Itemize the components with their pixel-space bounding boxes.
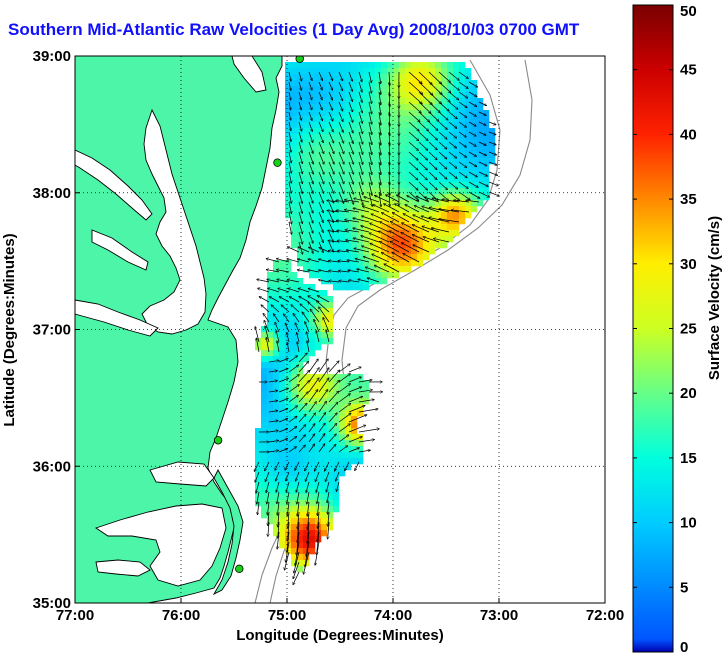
colorbar-tick-label: 30 <box>680 256 697 273</box>
x-tick-label: 74:00 <box>374 607 412 624</box>
x-axis-label: Longitude (Degrees:Minutes) <box>236 627 444 644</box>
colorbar-tick-label: 10 <box>680 515 697 532</box>
colorbar-tick-label: 0 <box>680 639 688 656</box>
x-tick-labels: 77:00 76:00 75:00 74:00 73:00 72:00 <box>56 598 624 624</box>
radar-station-marker <box>235 564 244 574</box>
x-tick-label: 76:00 <box>162 607 200 624</box>
colorbar-tick-label: 50 <box>680 3 697 20</box>
colorbar-tick-label: 40 <box>680 126 697 143</box>
x-tick-label: 77:00 <box>56 607 94 624</box>
radar-stations <box>213 56 304 574</box>
y-tick-label: 37:00 <box>33 322 71 339</box>
colorbar-tick-label: 15 <box>680 450 697 467</box>
y-tick-label: 39:00 <box>33 48 71 65</box>
colorbar-tick-label: 45 <box>680 62 697 79</box>
x-tick-label: 75:00 <box>268 607 306 624</box>
colorbar-tick-label: 20 <box>680 385 697 402</box>
radar-station-marker <box>213 436 223 445</box>
y-tick-label: 38:00 <box>33 185 71 202</box>
y-tick-label: 36:00 <box>33 458 71 475</box>
colorbar-tick-label: 5 <box>680 579 688 596</box>
colorbar <box>632 4 674 653</box>
radar-station-marker <box>295 56 304 63</box>
map-title: Southern Mid-Atlantic Raw Velocities (1 … <box>8 20 580 39</box>
y-tick-label: 35:00 <box>33 595 71 612</box>
y-axis-label: Latitude (Degrees:Minutes) <box>1 233 18 426</box>
colorbar-label: Surface Velocity (cm/s) <box>706 216 723 380</box>
x-tick-label: 72:00 <box>586 607 624 624</box>
colorbar-tick-label: 25 <box>680 321 697 338</box>
radar-station-marker <box>273 158 282 167</box>
y-tick-labels: 39:00 38:00 37:00 36:00 35:00 <box>33 48 80 612</box>
x-tick-label: 73:00 <box>480 607 518 624</box>
lat-lon-grid <box>75 56 605 603</box>
colorbar-tick-label: 35 <box>680 191 697 208</box>
land-mask <box>75 56 283 603</box>
